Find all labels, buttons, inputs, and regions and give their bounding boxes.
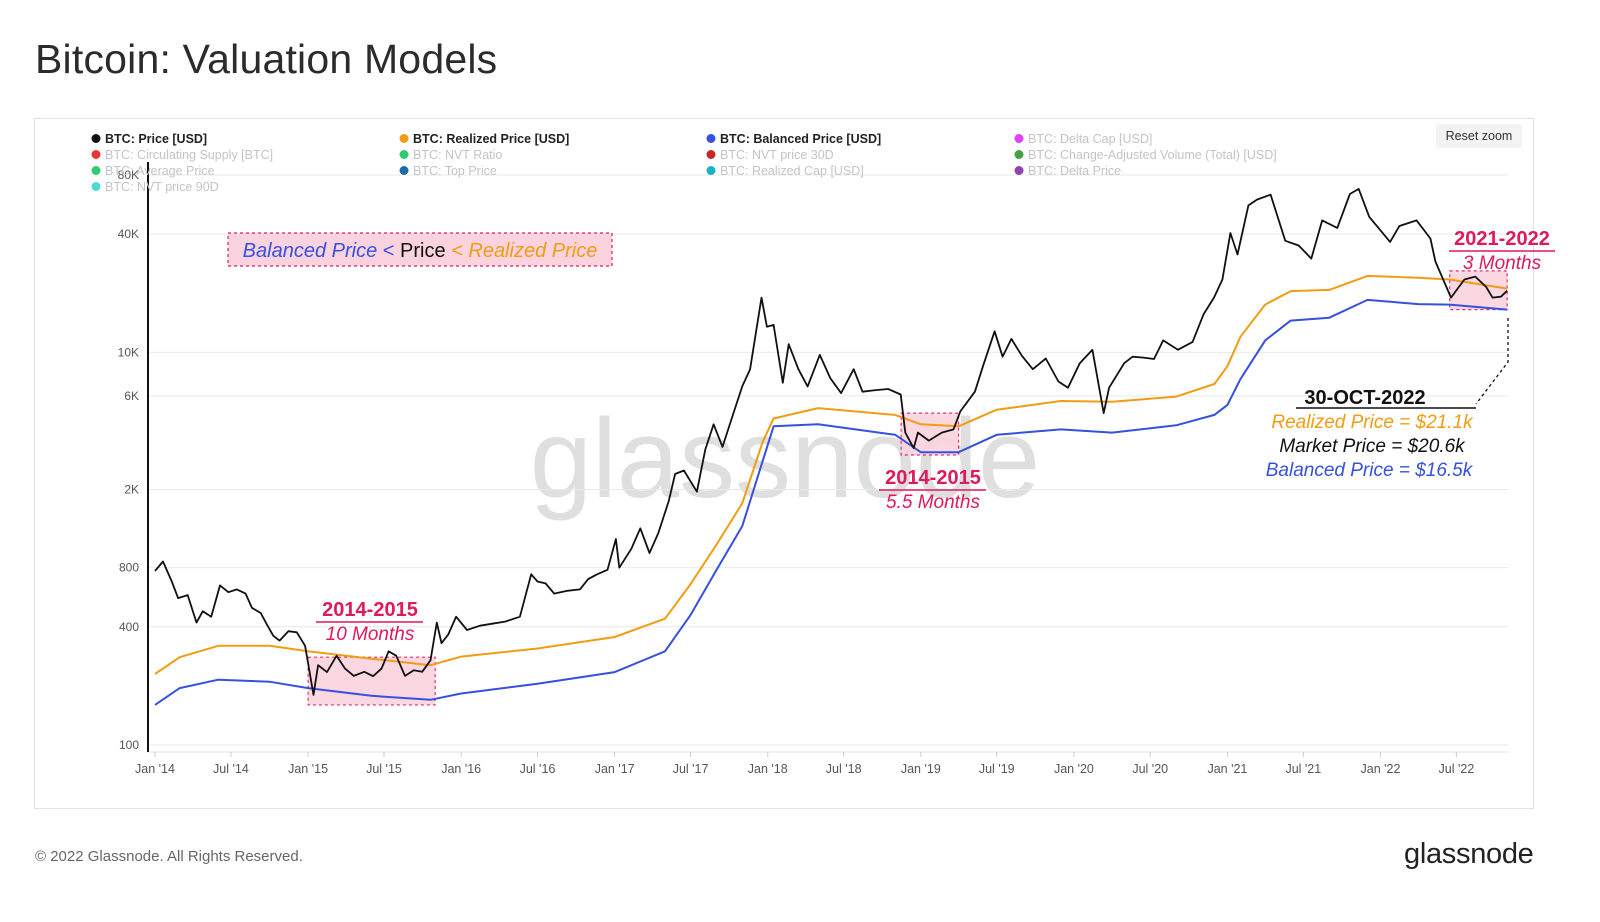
- legend-marker: [1014, 150, 1024, 159]
- callout-leader-line: [1475, 318, 1509, 405]
- y-tick-label: 10K: [118, 345, 139, 359]
- legend-marker: [91, 134, 101, 143]
- legend-marker: [1014, 166, 1024, 175]
- balanced-price-series-line: [154, 298, 1508, 706]
- period1-subtitle: 10 Months: [326, 624, 415, 645]
- legend-marker: [91, 166, 101, 175]
- legend-marker: [399, 134, 409, 143]
- legend-marker: [399, 150, 409, 159]
- y-tick-label: 80K: [118, 168, 139, 182]
- reset-zoom-button[interactable]: Reset zoom: [1436, 124, 1522, 148]
- callout-balanced: Balanced Price = $16.5k: [1266, 460, 1474, 481]
- legend-marker: [91, 150, 101, 159]
- y-tick-label: 800: [119, 561, 139, 575]
- period2-subtitle: 5.5 Months: [886, 492, 980, 513]
- legend-item[interactable]: BTC: Change-Adjusted Volume (Total) [USD…: [1028, 148, 1277, 162]
- y-tick-label: 2K: [124, 483, 139, 497]
- copyright-footer: © 2022 Glassnode. All Rights Reserved.: [35, 848, 303, 865]
- x-tick-label: Jan '15: [288, 762, 328, 776]
- legend-item[interactable]: BTC: Delta Cap [USD]: [1028, 132, 1152, 146]
- callout-realized: Realized Price = $21.1k: [1271, 412, 1474, 433]
- legend-marker: [706, 134, 716, 143]
- price-series-line: [154, 187, 1508, 696]
- legend-item[interactable]: BTC: NVT Ratio: [413, 148, 502, 162]
- legend-item[interactable]: BTC: Average Price: [105, 164, 215, 178]
- series-layer: [154, 187, 1508, 706]
- x-tick-label: Jul '18: [826, 762, 862, 776]
- y-tick-label: 40K: [118, 227, 139, 241]
- highlight-layer: [307, 270, 1508, 706]
- x-tick-label: Jan '20: [1054, 762, 1094, 776]
- legend-item[interactable]: BTC: Delta Price: [1028, 164, 1121, 178]
- formula-balanced: Balanced Price: [243, 240, 378, 262]
- x-tick-label: Jul '20: [1132, 762, 1168, 776]
- period1-title: 2014-2015: [322, 599, 418, 621]
- legend-item[interactable]: BTC: NVT price 30D: [720, 148, 834, 162]
- x-tick-label: Jul '17: [673, 762, 709, 776]
- x-tick-label: Jul '21: [1285, 762, 1321, 776]
- legend-marker: [706, 166, 716, 175]
- highlight-range: [307, 656, 436, 706]
- x-tick-label: Jan '17: [595, 762, 635, 776]
- x-tick-label: Jan '14: [135, 762, 175, 776]
- formula-price: Price: [400, 240, 446, 262]
- legend-item[interactable]: BTC: Realized Cap [USD]: [720, 164, 864, 178]
- legend: BTC: Price [USD] BTC: Realized Price [USD…: [91, 132, 1277, 194]
- y-tick-label: 400: [119, 620, 139, 634]
- x-tick-label: Jan '22: [1361, 762, 1401, 776]
- x-tick-label: Jul '19: [979, 762, 1015, 776]
- period2-title: 2014-2015: [885, 467, 981, 489]
- legend-item[interactable]: BTC: Price [USD]: [105, 132, 207, 146]
- legend-marker: [399, 166, 409, 175]
- callout-market: Market Price = $20.6k: [1279, 436, 1466, 457]
- x-tick-label: Jul '14: [213, 762, 249, 776]
- formula-realized: < Realized Price: [446, 240, 598, 262]
- formula-box: [227, 232, 613, 267]
- period3-subtitle: 3 Months: [1463, 253, 1542, 274]
- callout-date: 30-OCT-2022: [1304, 387, 1425, 409]
- formula-lt-1: <: [377, 240, 400, 262]
- formula-text: Balanced Price < Price < Realized Price: [243, 240, 598, 262]
- glassnode-logo: glassnode: [1404, 838, 1534, 870]
- highlight-range: [1449, 270, 1508, 311]
- x-tick-label: Jul '15: [366, 762, 402, 776]
- y-tick-label: 100: [119, 738, 139, 752]
- legend-item[interactable]: BTC: Top Price: [413, 164, 497, 178]
- chart-panel: [34, 118, 1534, 809]
- legend-marker: [1014, 134, 1024, 143]
- x-tick-label: Jan '18: [748, 762, 788, 776]
- grid-layer: 100 400 800 2K 6K 10K 40K 80K Jan '14 Jul '14 Jan …: [118, 168, 1508, 776]
- legend-item[interactable]: BTC: NVT price 90D: [105, 180, 219, 194]
- y-tick-label: 6K: [124, 389, 139, 403]
- legend-marker: [91, 182, 101, 191]
- legend-marker: [706, 150, 716, 159]
- realized-price-series-line: [154, 274, 1508, 675]
- x-tick-label: Jul '16: [520, 762, 556, 776]
- period3-title: 2021-2022: [1454, 228, 1550, 250]
- legend-item[interactable]: BTC: Realized Price [USD]: [413, 132, 569, 146]
- legend-item[interactable]: BTC: Balanced Price [USD]: [720, 132, 881, 146]
- page-title: Bitcoin: Valuation Models: [35, 36, 498, 82]
- legend-item[interactable]: BTC: Circulating Supply [BTC]: [105, 148, 273, 162]
- x-tick-label: Jan '21: [1207, 762, 1247, 776]
- x-tick-label: Jul '22: [1439, 762, 1475, 776]
- x-tick-label: Jan '16: [441, 762, 481, 776]
- x-tick-label: Jan '19: [901, 762, 941, 776]
